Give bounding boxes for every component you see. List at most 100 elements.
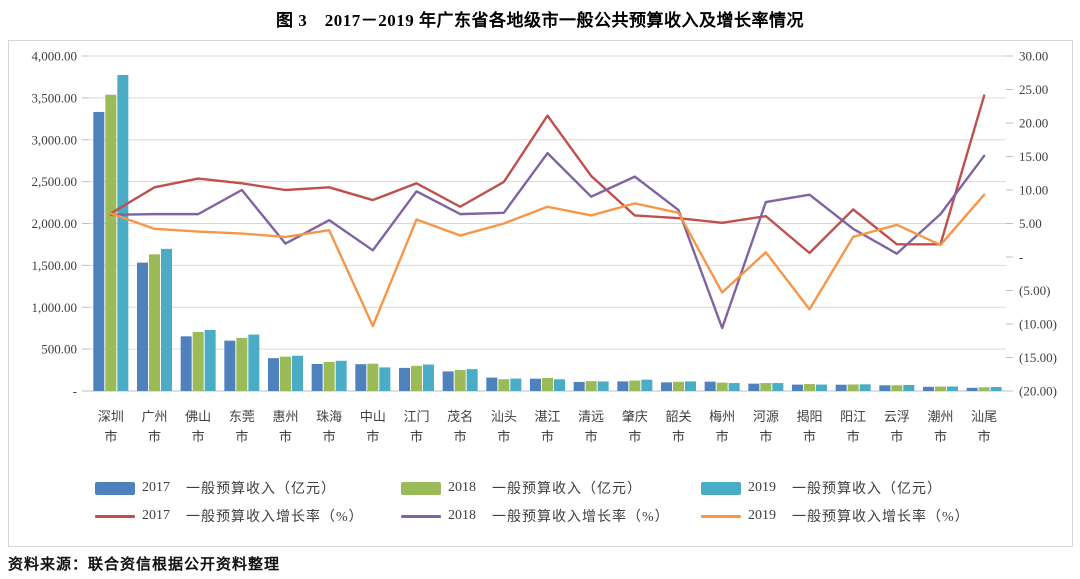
source-note: 资料来源：联合资信根据公开资料整理: [8, 557, 281, 573]
bar-2017-揭阳市: [792, 384, 803, 391]
x-axis-label: 市: [978, 429, 991, 444]
legend-item-2018-revenue: 2018 一般预算收入（亿元）: [401, 478, 642, 498]
bar-2019-湛江市: [554, 379, 565, 391]
x-axis-label: 市: [410, 429, 423, 444]
x-axis-label: 市: [585, 429, 598, 444]
left-axis-tick-label: 3,500.00: [32, 90, 78, 105]
bar-2018-汕尾市: [978, 387, 990, 391]
right-axis-tick-label: 5.00: [1019, 216, 1042, 231]
bar-2019-惠州市: [292, 355, 303, 391]
bar-2017-深圳市: [93, 111, 105, 391]
x-axis-label: 市: [541, 429, 554, 444]
right-axis-tick-label: 20.00: [1019, 116, 1048, 131]
legend-bar-swatch: [95, 481, 135, 495]
bar-2018-江门市: [411, 365, 422, 391]
left-axis-tick-label: 1,000.00: [32, 300, 78, 315]
bar-2017-清远市: [573, 381, 585, 391]
legend-year: 2018: [448, 508, 476, 523]
right-axis-tick-label: (10.00): [1019, 317, 1057, 332]
bars-2018: [105, 94, 990, 391]
left-axis-tick-label: 2,000.00: [32, 216, 78, 231]
x-axis-label: 佛山: [185, 409, 211, 424]
bar-2017-江门市: [399, 367, 410, 391]
bar-2017-东莞市: [224, 340, 236, 391]
bar-2017-韶关市: [661, 382, 672, 391]
legend-item-2019-revenue: 2019 一般预算收入（亿元）: [701, 478, 942, 498]
bar-2019-江门市: [423, 364, 434, 391]
bar-2017-云浮市: [879, 385, 891, 391]
bar-2018-惠州市: [280, 356, 291, 391]
x-axis-label: 清远: [578, 409, 604, 424]
chart-canvas: 4,000.00 3,500.00 3,000.00 2,500.00 2,000.00…: [32, 49, 1057, 445]
growth-line-2019: [109, 193, 986, 328]
bar-2019-汕尾市: [990, 386, 1002, 391]
right-axis-tick-label: 15.00: [1019, 149, 1048, 164]
legend-label: 一般预算收入（亿元）: [492, 482, 642, 497]
legend-label: 一般预算收入增长率（%）: [186, 510, 364, 525]
legend-year: 2017: [142, 480, 170, 495]
bar-2018-深圳市: [105, 94, 117, 391]
bar-2018-湛江市: [542, 377, 553, 391]
bar-2018-清远市: [585, 381, 597, 391]
legend-year: 2018: [448, 480, 476, 495]
growth-line-2018: [109, 151, 986, 330]
bar-2018-潮州市: [935, 386, 946, 391]
figure-title: 图 3 2017－2019 年广东省各地级市一般公共预算收入及增长率情况: [276, 11, 804, 30]
legend-item-2017-growth: 2017 一般预算收入增长率（%）: [95, 506, 364, 526]
right-axis-tick-label: (5.00): [1019, 283, 1050, 298]
x-axis-label: 市: [803, 429, 816, 444]
left-axis-tick-label: 1,500.00: [32, 258, 78, 273]
legend-item-2018-growth: 2018 一般预算收入增长率（%）: [401, 506, 670, 526]
bar-2017-阳江市: [835, 384, 847, 391]
x-axis-label: 市: [148, 429, 161, 444]
bar-2019-佛山市: [204, 329, 216, 391]
bar-2017-中山市: [355, 364, 367, 391]
bar-2017-汕头市: [486, 377, 498, 391]
right-axis-tick-label: -: [1019, 250, 1023, 265]
bar-2019-广州市: [161, 248, 172, 391]
bar-2018-韶关市: [673, 381, 684, 391]
bar-2019-潮州市: [947, 386, 958, 391]
x-axis-label: 市: [890, 429, 903, 444]
bar-2017-广州市: [137, 262, 148, 391]
bar-2017-汕尾市: [966, 387, 978, 391]
legend-item-2019-growth: 2019 一般预算收入增长率（%）: [701, 506, 970, 526]
x-axis-label: 市: [847, 429, 860, 444]
bar-2018-肇庆市: [629, 380, 641, 391]
x-axis-label: 市: [235, 429, 248, 444]
x-axis-label: 市: [323, 429, 336, 444]
bar-2019-河源市: [772, 383, 784, 391]
left-axis-tick-label: 4,000.00: [32, 49, 78, 64]
x-axis-label: 韶关: [665, 409, 691, 424]
bar-2019-清远市: [597, 381, 609, 391]
legend-item-2017-revenue: 2017 一般预算收入（亿元）: [95, 478, 336, 498]
x-axis-label: 湛江: [534, 409, 560, 424]
bar-2019-珠海市: [335, 360, 347, 391]
x-axis-label: 市: [759, 429, 772, 444]
bar-2019-中山市: [379, 367, 391, 391]
bar-2019-梅州市: [728, 383, 740, 391]
bar-2018-茂名市: [454, 370, 466, 391]
legend-year: 2019: [748, 480, 776, 495]
legend-bar-swatch: [701, 481, 741, 495]
right-axis-tick-label: (20.00): [1019, 384, 1057, 399]
x-axis-label: 揭阳: [796, 409, 822, 424]
x-axis-label: 茂名: [447, 409, 473, 424]
x-axis-label: 广州: [141, 409, 167, 424]
left-axis-tick-label: 500.00: [41, 342, 77, 357]
bar-2018-阳江市: [847, 384, 859, 391]
bar-2019-揭阳市: [816, 384, 827, 391]
x-axis-label: 惠州: [272, 409, 298, 424]
bar-2018-云浮市: [891, 385, 903, 391]
right-axis-tick-label: 10.00: [1019, 183, 1048, 198]
x-axis-label: 市: [497, 429, 510, 444]
x-axis-label: 市: [716, 429, 729, 444]
bar-2017-湛江市: [530, 378, 541, 391]
bar-2017-珠海市: [311, 363, 323, 391]
x-axis-label: 市: [192, 429, 205, 444]
legend-row-bars: 2017 一般预算收入（亿元） 2018 一般预算收入（亿元） 2019 一般预算收入（亿…: [9, 478, 1072, 498]
bar-2017-潮州市: [923, 386, 934, 391]
x-axis-label: 市: [366, 429, 379, 444]
bars-2017: [93, 111, 978, 391]
